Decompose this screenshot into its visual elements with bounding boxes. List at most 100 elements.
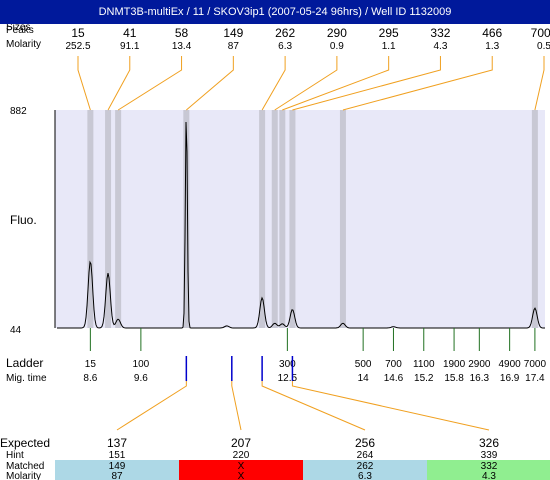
molarity-row-label: Molarity (6, 471, 41, 480)
expected-value-0: 137 (107, 436, 127, 450)
hint-value-1: 220 (233, 450, 250, 461)
peak-band-9 (531, 110, 538, 328)
sizes-label: Sizes (6, 22, 30, 33)
molarity-value-0: 87 (111, 471, 123, 480)
peak-bands (87, 110, 538, 328)
ladder-time-4: 14.6 (384, 373, 404, 384)
peak-connectors (77, 56, 545, 111)
ladder-time-0: 8.6 (83, 373, 97, 384)
hint-value-0: 151 (109, 450, 126, 461)
matched-value-3: 332 (481, 461, 498, 472)
plot-area (55, 110, 545, 328)
peak-band-5 (271, 110, 278, 328)
hint-value-3: 339 (481, 450, 498, 461)
peak-band-8 (339, 110, 346, 328)
molarity-label: Molarity (6, 39, 41, 50)
peak-connector-3 (186, 56, 234, 111)
ladder-size-2: 300 (279, 359, 296, 370)
peak-connector-7 (292, 56, 441, 111)
ladder-section: Ladder Mig. time 15 8.6 100 9.6 300 12.5 500 14… (6, 328, 546, 384)
expected-connector-3 (291, 381, 490, 431)
peak-band-0 (87, 110, 94, 328)
ladder-size-8: 4900 (499, 359, 522, 370)
peak-connector-5 (274, 56, 338, 111)
peak-connector-6 (282, 56, 390, 111)
ladder-time-2: 12.5 (278, 373, 298, 384)
peak-band-2 (115, 110, 122, 328)
peak-molarity-2: 13.4 (172, 41, 192, 52)
ladder-size-4: 700 (385, 359, 402, 370)
peak-size-5: 290 (327, 26, 347, 40)
expected-table: Expected Hint Matched Molarity 137151149… (0, 356, 550, 480)
peak-connector-0 (77, 56, 91, 111)
match-cell-3 (427, 460, 550, 480)
peak-molarity-0: 252.5 (65, 41, 90, 52)
molarity-value-2: 6.3 (358, 471, 372, 480)
matched-row-label: Matched (6, 461, 44, 472)
peak-band-7 (289, 110, 296, 328)
expected-connector-2 (261, 381, 366, 431)
y-axis-label: Fluo. (10, 213, 37, 227)
matched-value-2: 262 (357, 461, 374, 472)
peaks-label: Peaks (6, 25, 34, 36)
ladder-size-9: 7000 (524, 359, 547, 370)
ladder-size-5: 1100 (413, 359, 435, 370)
molarity-value-3: 4.3 (482, 471, 496, 480)
peak-connector-4 (261, 56, 286, 111)
peak-size-3: 149 (223, 26, 243, 40)
peak-molarity-4: 6.3 (278, 41, 292, 52)
peak-molarity-5: 0.9 (330, 41, 344, 52)
y-max-label: 882 (10, 106, 27, 117)
peak-molarity-7: 4.3 (433, 41, 447, 52)
match-cell-1 (179, 460, 303, 480)
match-cell-2 (303, 460, 427, 480)
expected-row-label: Expected (0, 436, 50, 450)
peak-connector-2 (117, 56, 183, 111)
ladder-time-6: 15.8 (444, 373, 464, 384)
expected-connector-1 (231, 381, 242, 431)
expected-connector-0 (116, 381, 187, 431)
peak-molarity-3: 87 (228, 41, 240, 52)
match-cell-0 (55, 460, 179, 480)
ladder-size-1: 100 (133, 359, 150, 370)
window-title: DNMT3B-multiEx / 11 / SKOV3ip1 (2007-05-… (0, 0, 550, 24)
peak-connector-1 (107, 56, 131, 111)
peak-molarity-9: 0.5 (537, 41, 550, 52)
mig-time-label: Mig. time (6, 373, 47, 384)
ladder-time-7: 16.3 (470, 373, 490, 384)
matched-value-0: 149 (109, 461, 126, 472)
hint-value-2: 264 (357, 450, 374, 461)
peak-molarity-1: 91.1 (120, 41, 140, 52)
ladder-size-3: 500 (355, 359, 372, 370)
expected-value-2: 256 (355, 436, 375, 450)
matched-value-1: X (238, 461, 245, 472)
peak-size-0: 15 (71, 26, 85, 40)
peak-size-9: 7000 (531, 26, 550, 40)
peak-molarity-6: 1.1 (382, 41, 396, 52)
ladder-size-0: 15 (85, 359, 97, 370)
peak-size-6: 295 (379, 26, 399, 40)
peak-size-7: 332 (430, 26, 450, 40)
expected-value-3: 326 (479, 436, 499, 450)
ladder-size-7: 2900 (468, 359, 491, 370)
peak-size-2: 58 (175, 26, 189, 40)
peak-band-4 (259, 110, 266, 328)
ladder-time-3: 14 (358, 373, 370, 384)
peak-connector-9 (534, 56, 545, 111)
peak-size-4: 262 (275, 26, 295, 40)
y-min-label: 44 (10, 325, 22, 336)
peak-molarity-8: 1.3 (485, 41, 499, 52)
peak-band-1 (105, 110, 112, 328)
fluorescence-trace (57, 121, 545, 329)
ladder-label: Ladder (6, 356, 43, 370)
ladder-size-6: 1900 (443, 359, 466, 370)
peak-band-6 (279, 110, 286, 328)
ladder-time-5: 15.2 (414, 373, 434, 384)
ladder-time-1: 9.6 (134, 373, 148, 384)
peak-connector-8 (342, 56, 493, 111)
peak-size-1: 41 (123, 26, 137, 40)
molarity-value-1: X (238, 471, 245, 480)
ladder-time-8: 16.9 (500, 373, 520, 384)
